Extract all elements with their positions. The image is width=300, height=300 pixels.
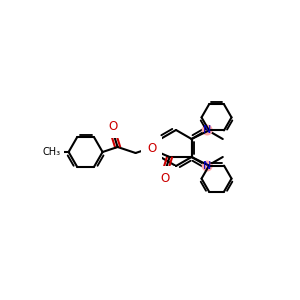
Text: N: N (203, 161, 212, 171)
Text: O: O (147, 142, 156, 155)
Circle shape (202, 160, 213, 172)
Text: O: O (160, 172, 169, 184)
Text: CH₃: CH₃ (43, 147, 61, 157)
Text: N: N (203, 125, 212, 135)
Text: O: O (108, 119, 117, 133)
Circle shape (202, 124, 213, 136)
